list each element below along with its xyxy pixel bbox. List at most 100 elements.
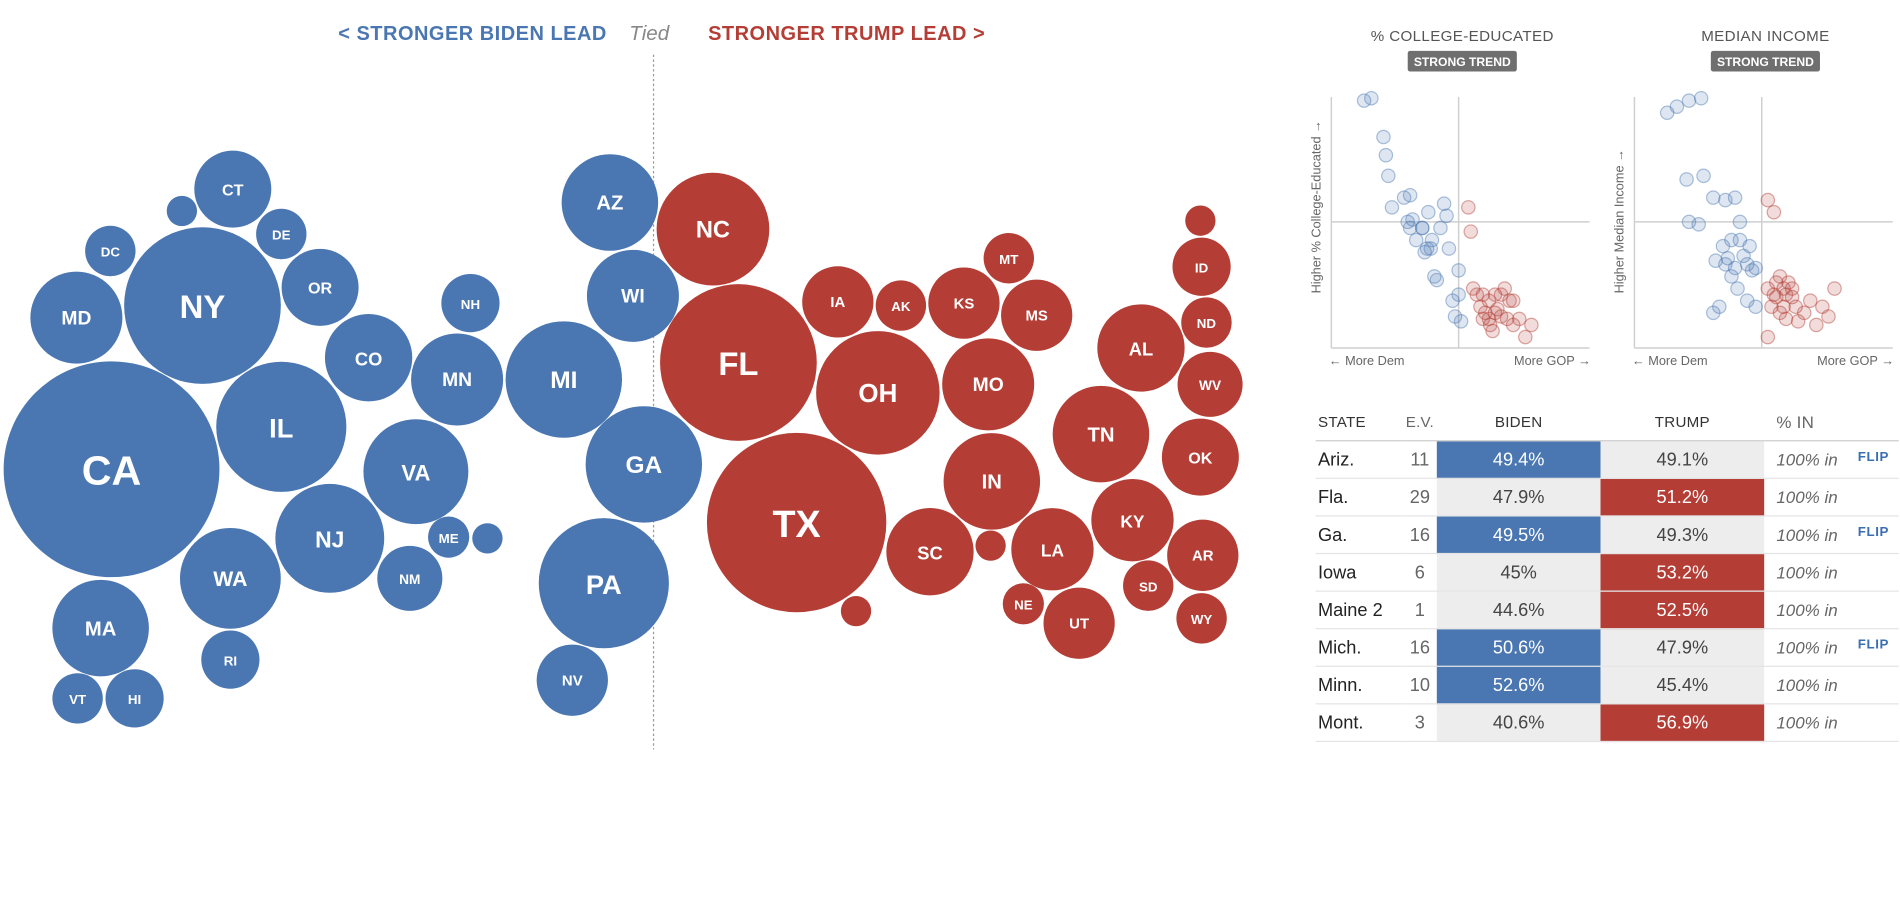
bubble-dc[interactable] <box>85 225 136 277</box>
scatter-point-biden <box>1708 253 1723 268</box>
scatter-point-biden <box>1705 305 1721 321</box>
bubble-ny[interactable] <box>124 227 281 384</box>
scatter-point-trump <box>1778 311 1794 327</box>
state-cell: Fla. <box>1315 478 1403 517</box>
scatter-point-trump <box>1493 309 1509 324</box>
bubble-ms[interactable] <box>1001 279 1073 351</box>
bubble-nm[interactable] <box>377 545 443 611</box>
bubble-va[interactable] <box>363 419 469 525</box>
biden-pct-cell: 45% <box>1436 553 1601 592</box>
bubble-ri[interactable] <box>201 630 260 689</box>
table-row[interactable]: Minn. 10 52.6% 45.4% 100% in <box>1315 666 1899 705</box>
biden-pct-cell: 47.9% <box>1436 478 1601 517</box>
bubble-al[interactable] <box>1097 304 1185 392</box>
table-row[interactable]: Mont. 3 40.6% 56.9% 100% in <box>1315 703 1899 743</box>
bubble-label-nd: ND <box>1197 316 1217 331</box>
bubble-mi[interactable] <box>505 321 623 438</box>
bubble-or[interactable] <box>281 248 359 326</box>
bubble-mt[interactable] <box>983 233 1035 284</box>
table-row[interactable]: Ga. 16 49.5% 49.3% 100% in FLIP <box>1315 515 1899 555</box>
bubble-il[interactable] <box>216 361 347 492</box>
bubble-tx[interactable] <box>706 432 887 613</box>
bubble-label-tx: TX <box>773 503 821 545</box>
scatter-title: % COLLEGE-EDUCATED <box>1371 28 1554 45</box>
ev-cell: 1 <box>1402 591 1437 630</box>
bubble-nj[interactable] <box>275 483 385 593</box>
table-row[interactable]: Mich. 16 50.6% 47.9% 100% in FLIP <box>1315 628 1899 667</box>
bubble-nc[interactable] <box>656 172 770 286</box>
scatter-point-biden <box>1381 168 1396 184</box>
trump-pct-cell: 49.1% <box>1600 440 1765 479</box>
bubble-ky[interactable] <box>1091 479 1174 562</box>
biden-pct-cell: 52.6% <box>1436 666 1601 705</box>
scatter-point-biden <box>1739 293 1755 308</box>
bubble-ca[interactable] <box>3 361 220 578</box>
bubble-label-ga: GA <box>625 452 662 479</box>
scatter-point-biden <box>1421 204 1436 220</box>
scatter-point-biden <box>1414 220 1430 236</box>
bubble-de[interactable] <box>256 208 307 260</box>
bubble-ct[interactable] <box>194 150 272 228</box>
table-row[interactable]: Ariz. 11 49.4% 49.1% 100% in FLIP <box>1315 440 1899 479</box>
bubble-sc[interactable] <box>886 508 974 596</box>
table-header-row: STATE E.V. BIDEN TRUMP % IN <box>1315 403 1899 442</box>
bubble-unlabeled[interactable] <box>166 195 198 227</box>
bubble-wy[interactable] <box>1176 593 1227 644</box>
bubble-az[interactable] <box>561 154 659 251</box>
bubble-ut[interactable] <box>1043 587 1115 659</box>
biden-pct-cell: 40.6% <box>1436 703 1601 743</box>
bubble-ne[interactable] <box>1002 583 1044 625</box>
results-table: STATE E.V. BIDEN TRUMP % IN Ariz. 11 49.4%… <box>1315 403 1899 743</box>
bubble-la[interactable] <box>1011 508 1094 591</box>
bubble-id[interactable] <box>1172 237 1231 296</box>
scatter-point-biden <box>1376 129 1391 145</box>
bubble-nv[interactable] <box>536 644 608 716</box>
bubble-ma[interactable] <box>52 579 149 677</box>
scatter-point-biden <box>1679 172 1694 187</box>
col-header-biden: BIDEN <box>1436 403 1601 442</box>
scatter-point-trump <box>1760 329 1776 345</box>
scatter-point-trump <box>1772 269 1788 284</box>
bubble-ok[interactable] <box>1161 418 1239 496</box>
bubble-wi[interactable] <box>586 249 679 342</box>
bubble-tn[interactable] <box>1052 385 1150 483</box>
bubble-nh[interactable] <box>441 274 500 333</box>
bubble-ks[interactable] <box>928 267 1000 339</box>
bubble-wv[interactable] <box>1177 351 1243 417</box>
bubble-vt[interactable] <box>52 673 103 724</box>
trump-pct-cell: 45.4% <box>1600 666 1765 705</box>
bubble-wa[interactable] <box>179 527 281 629</box>
bubble-ar[interactable] <box>1167 519 1239 591</box>
table-row[interactable]: Iowa 6 45% 53.2% 100% in <box>1315 553 1899 592</box>
bubble-fl[interactable] <box>660 284 817 441</box>
bubble-ak[interactable] <box>875 280 927 331</box>
bubble-unlabeled[interactable] <box>840 595 872 627</box>
bubble-co[interactable] <box>324 314 413 402</box>
scatter-point-trump <box>1769 275 1784 290</box>
bubble-label-mn: MN <box>442 370 472 391</box>
bubble-label-ut: UT <box>1069 616 1089 632</box>
bubble-ga[interactable] <box>585 406 703 523</box>
table-row[interactable]: Maine 2 1 44.6% 52.5% 100% in <box>1315 591 1899 630</box>
scatter-point-biden <box>1419 241 1435 256</box>
scatter-point-biden <box>1396 190 1412 205</box>
table-row[interactable]: Fla. 29 47.9% 51.2% 100% in <box>1315 478 1899 517</box>
bubble-md[interactable] <box>30 271 123 364</box>
bubble-me[interactable] <box>428 516 470 558</box>
bubble-ia[interactable] <box>802 266 874 338</box>
bubble-pa[interactable] <box>538 518 669 649</box>
bubble-oh[interactable] <box>816 331 940 455</box>
bubble-sd[interactable] <box>1123 560 1174 611</box>
bubble-mn[interactable] <box>411 333 504 426</box>
bubble-nd[interactable] <box>1181 297 1232 348</box>
pct-in-cell: 100% in FLIP <box>1764 515 1899 555</box>
bubble-label-ne: NE <box>1014 598 1033 613</box>
scatter-title: MEDIAN INCOME <box>1701 28 1829 45</box>
bubble-unlabeled[interactable] <box>975 530 1006 561</box>
bubble-unlabeled[interactable] <box>472 523 503 554</box>
bubble-unlabeled[interactable] <box>1185 205 1216 236</box>
scatter-point-biden <box>1748 260 1763 276</box>
bubble-hi[interactable] <box>105 669 164 728</box>
bubble-mo[interactable] <box>942 338 1035 431</box>
bubble-in[interactable] <box>943 433 1041 530</box>
